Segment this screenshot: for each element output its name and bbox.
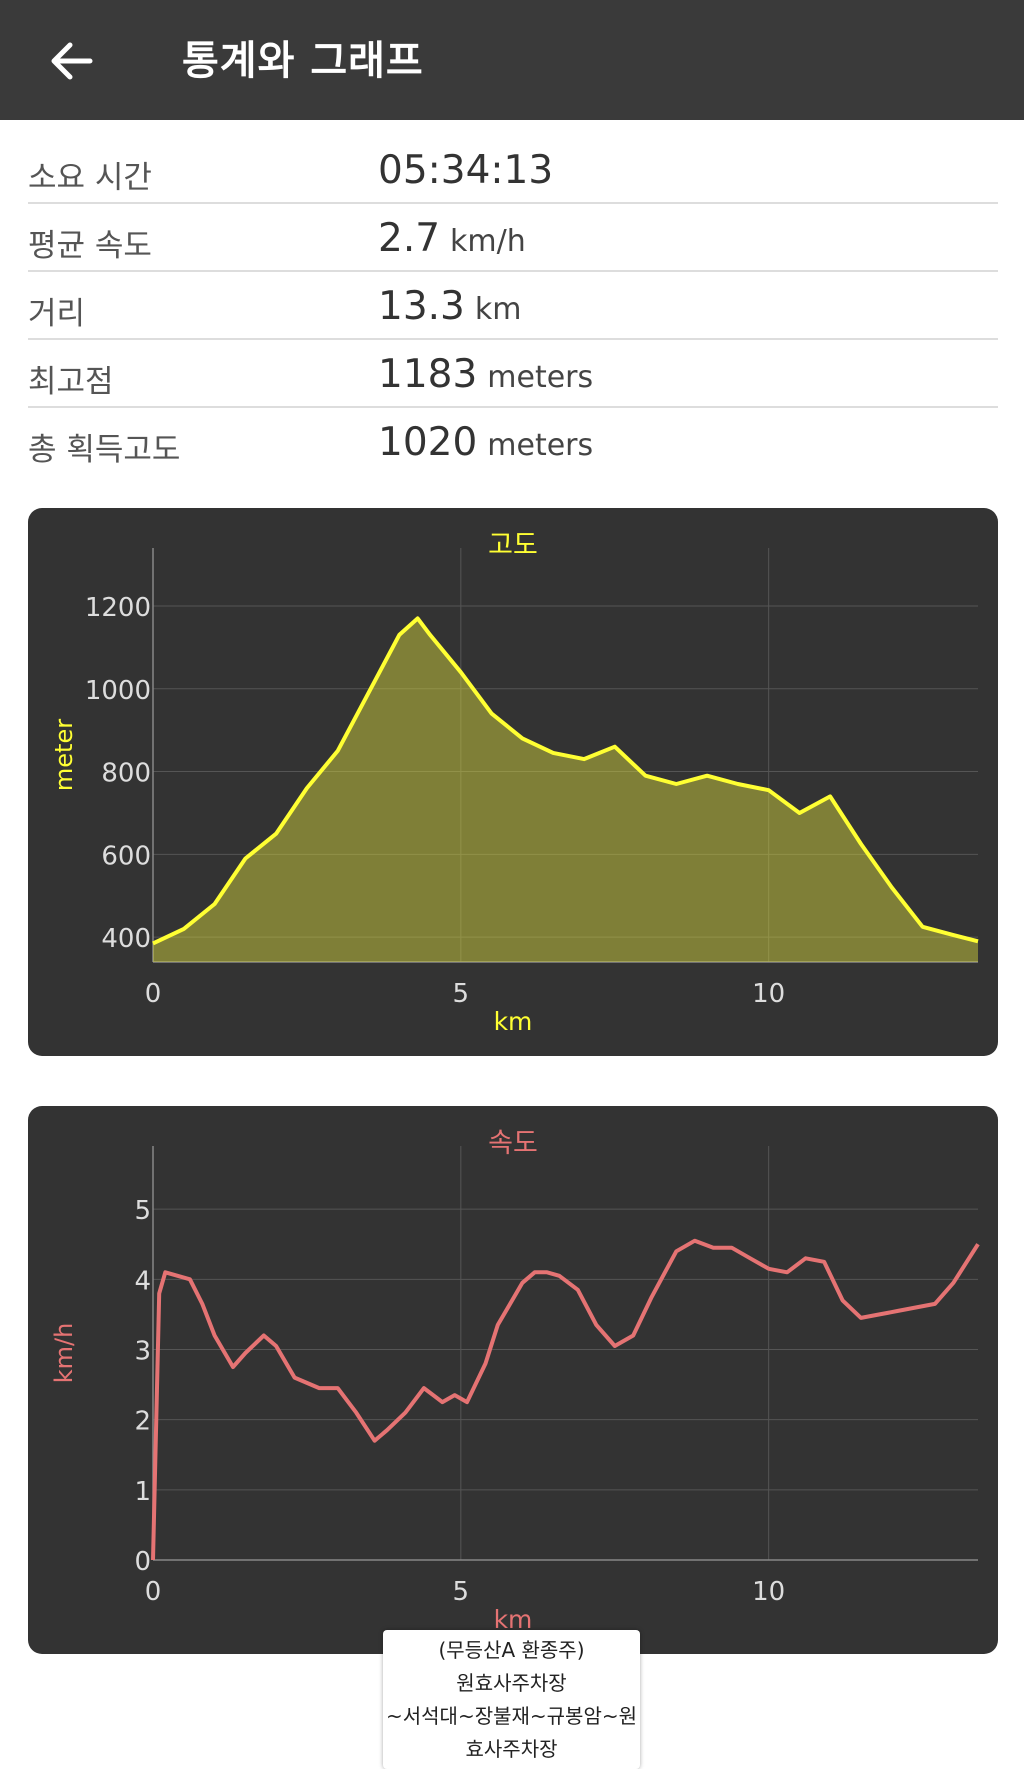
- stat-value: 13.3 km: [378, 284, 522, 329]
- y-tick-label: 600: [101, 841, 151, 871]
- speed-chart-card: 0 1 2 3 4 5 0 5 10 속도 km km/h: [28, 1106, 998, 1654]
- stat-row-distance: 거리 13.3 km: [28, 272, 998, 340]
- x-tick-label: 10: [752, 979, 785, 1009]
- app-bar: 통계와 그래프: [0, 0, 1024, 120]
- y-tick-label: 2: [134, 1407, 151, 1437]
- speed-chart: 0 1 2 3 4 5 0 5 10 속도 km km/h: [50, 1128, 980, 1634]
- stat-value: 1183 meters: [378, 352, 594, 397]
- y-tick-label: 400: [101, 924, 151, 954]
- series-area: [153, 618, 978, 962]
- y-tick-label: 1000: [85, 676, 151, 706]
- stat-label: 거리: [28, 296, 86, 332]
- track-name-popup: (무등산A 환종주) 원효사주차장 ~서석대~장불재~규봉암~원 효사주차장: [383, 1630, 640, 1769]
- y-axis-label: km/h: [50, 1323, 78, 1384]
- popup-line: 원효사주차장: [456, 1671, 567, 1695]
- stat-label: 평균 속도: [28, 228, 152, 264]
- x-tick-label: 0: [145, 979, 162, 1009]
- elevation-chart: 400 600 800 1000 1200 0 5 10 고도 km meter: [50, 530, 979, 1036]
- x-axis-label: km: [494, 1605, 533, 1634]
- y-tick-label: 0: [134, 1547, 151, 1577]
- y-tick-label: 3: [134, 1336, 151, 1366]
- stat-value: 1020 meters: [378, 420, 594, 465]
- stat-label: 총 획득고도: [28, 432, 181, 468]
- stat-label: 최고점: [28, 364, 114, 400]
- y-tick-label: 5: [134, 1196, 151, 1226]
- stat-row-max-elevation: 최고점 1183 meters: [28, 340, 998, 408]
- page-title: 통계와 그래프: [182, 38, 424, 84]
- stat-label: 소요 시간: [28, 160, 152, 196]
- x-tick-label: 5: [453, 1577, 470, 1607]
- x-tick-label: 5: [453, 979, 470, 1009]
- y-axis-label: meter: [50, 719, 78, 791]
- stats-list: 소요 시간 05:34:13 평균 속도 2.7 km/h 거리 13.3 km 최…: [28, 136, 998, 474]
- popup-line: ~서석대~장불재~규봉암~원: [385, 1704, 638, 1728]
- stat-row-duration: 소요 시간 05:34:13: [28, 136, 998, 204]
- y-tick-label: 1200: [85, 593, 151, 623]
- chart-title: 고도: [488, 530, 538, 561]
- x-axis-label: km: [494, 1007, 533, 1036]
- popup-line: 효사주차장: [465, 1737, 558, 1761]
- stat-row-elevation-gain: 총 획득고도 1020 meters: [28, 408, 998, 474]
- series-line: [152, 616, 979, 946]
- x-tick-label: 0: [145, 1577, 162, 1607]
- y-tick-label: 4: [134, 1266, 151, 1296]
- chart-title: 속도: [488, 1128, 538, 1159]
- series-line: [151, 1238, 980, 1561]
- y-tick-label: 800: [101, 759, 151, 789]
- stat-value: 2.7 km/h: [378, 216, 526, 261]
- x-tick-label: 10: [752, 1577, 785, 1607]
- popup-line: (무등산A 환종주): [438, 1638, 585, 1662]
- y-tick-label: 1: [134, 1477, 151, 1507]
- back-arrow-icon[interactable]: [44, 34, 98, 88]
- stat-row-avg-speed: 평균 속도 2.7 km/h: [28, 204, 998, 272]
- stat-value: 05:34:13: [378, 148, 554, 193]
- elevation-chart-card: 400 600 800 1000 1200 0 5 10 고도 km meter: [28, 508, 998, 1056]
